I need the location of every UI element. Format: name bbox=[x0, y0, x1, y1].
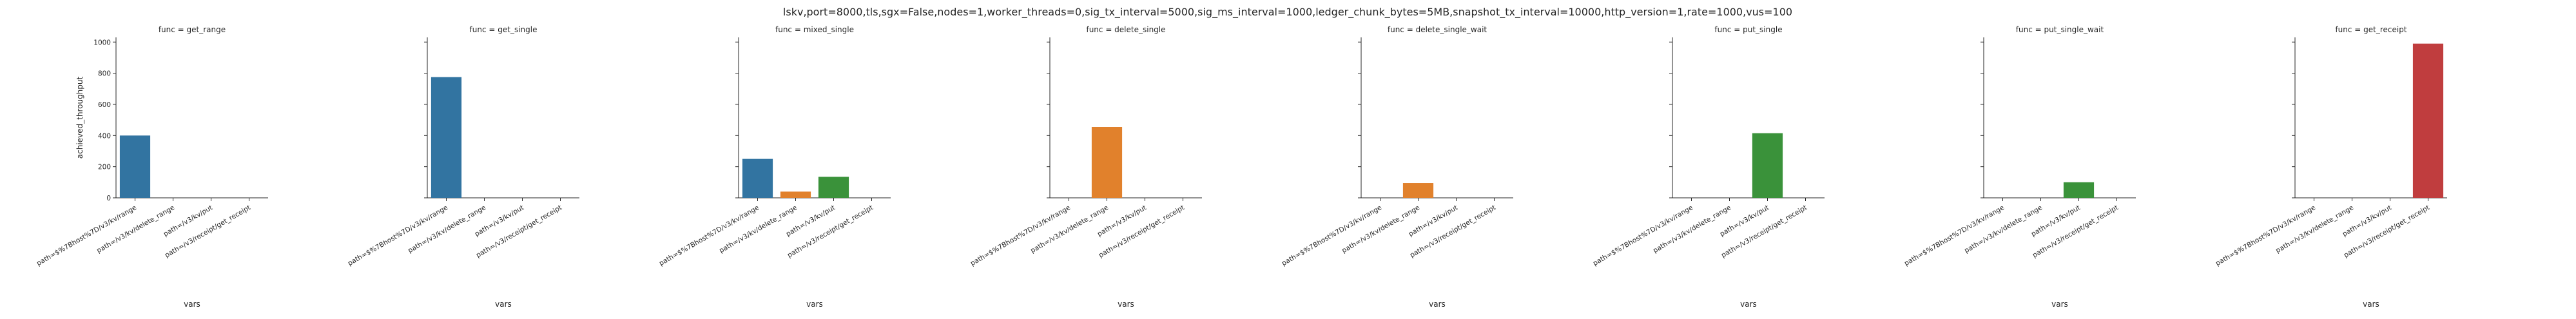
y-tick-label: 0 bbox=[106, 195, 111, 202]
x-axis-label: vars bbox=[184, 300, 200, 309]
panel-title: func = get_range bbox=[159, 25, 226, 34]
facet-panel: func = get_receiptpath=$%7Bhost%7D/v3/kv… bbox=[2214, 25, 2447, 309]
facet-panel: func = delete_singlepath=$%7Bhost%7D/v3/… bbox=[969, 25, 1202, 309]
panel-title: func = get_receipt bbox=[2335, 25, 2407, 34]
bar bbox=[119, 135, 151, 198]
panel-title: func = put_single_wait bbox=[2016, 25, 2104, 34]
bar bbox=[2063, 182, 2095, 198]
x-axis-label: vars bbox=[2363, 300, 2379, 309]
x-axis-label: vars bbox=[495, 300, 512, 309]
x-axis-label: vars bbox=[1740, 300, 1757, 309]
bar bbox=[1402, 183, 1434, 198]
y-tick-label: 600 bbox=[98, 101, 111, 109]
facet-panel: func = put_single_waitpath=$%7Bhost%7D/v… bbox=[1903, 25, 2136, 309]
facet-panel: func = put_singlepath=$%7Bhost%7D/v3/kv/… bbox=[1592, 25, 1825, 309]
panel-title: func = delete_single_wait bbox=[1388, 25, 1487, 34]
panel-title: func = put_single bbox=[1714, 25, 1782, 34]
x-axis-label: vars bbox=[1429, 300, 1446, 309]
y-axis-label: achieved_throughput bbox=[75, 76, 84, 159]
y-tick-label: 400 bbox=[98, 132, 111, 140]
bar bbox=[818, 177, 849, 198]
x-axis-label: vars bbox=[2051, 300, 2068, 309]
bar bbox=[780, 191, 811, 198]
panel-title: func = get_single bbox=[470, 25, 537, 34]
facet-panel: func = get_range02004006008001000path=$%… bbox=[35, 25, 268, 309]
x-axis-label: vars bbox=[1118, 300, 1134, 309]
panel-title: func = mixed_single bbox=[775, 25, 854, 34]
panel-title: func = delete_single bbox=[1086, 25, 1165, 34]
bar bbox=[2412, 43, 2444, 198]
y-tick-label: 1000 bbox=[93, 39, 111, 46]
chart-title: lskv,port=8000,tls,sgx=False,nodes=1,wor… bbox=[783, 6, 1792, 19]
y-tick-label: 200 bbox=[98, 164, 111, 171]
facet-panel: func = delete_single_waitpath=$%7Bhost%7… bbox=[1281, 25, 1513, 309]
facet-panel: func = mixed_singlepath=$%7Bhost%7D/v3/k… bbox=[658, 25, 891, 309]
facet-panel: func = get_singlepath=$%7Bhost%7D/v3/kv/… bbox=[347, 25, 579, 309]
facet-panels: func = get_range02004006008001000path=$%… bbox=[35, 25, 2447, 309]
bar bbox=[1091, 127, 1123, 198]
x-axis-label: vars bbox=[806, 300, 823, 309]
y-tick-label: 800 bbox=[98, 70, 111, 78]
bar bbox=[431, 77, 462, 198]
bar bbox=[1752, 133, 1783, 198]
bar bbox=[742, 159, 773, 198]
